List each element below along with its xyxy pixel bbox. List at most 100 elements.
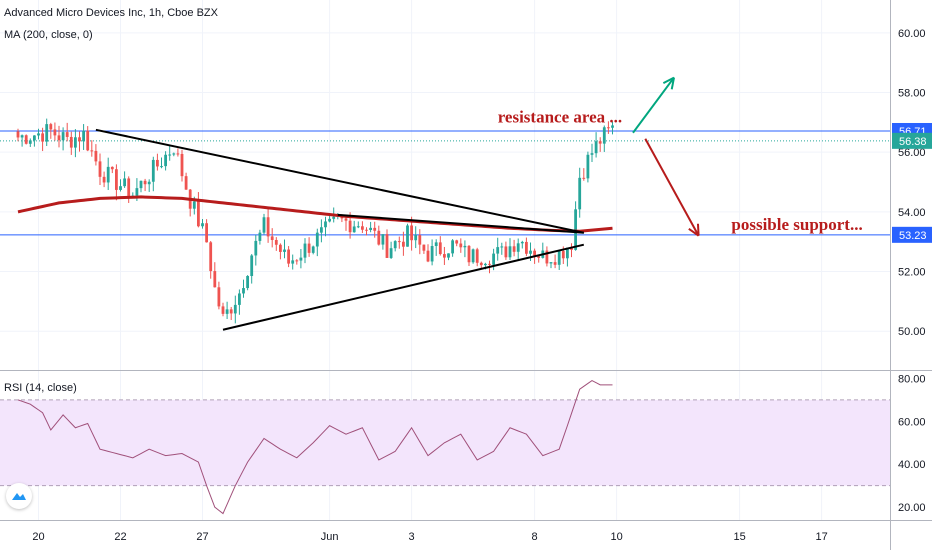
candle (291, 254, 295, 270)
candle-body (164, 154, 167, 167)
candle (512, 239, 516, 257)
candle (123, 171, 126, 188)
rsi-tick-label: 60.00 (898, 416, 926, 428)
candle (115, 164, 118, 201)
candle (102, 171, 106, 188)
candle (455, 239, 459, 247)
candle-body (94, 150, 98, 162)
candle (594, 132, 598, 158)
candle-body (266, 217, 270, 237)
candle-body (582, 177, 586, 179)
candle-body (110, 166, 114, 170)
candle (570, 243, 573, 258)
candle (451, 239, 454, 257)
candle-body (24, 135, 28, 144)
candle-body (311, 246, 315, 253)
candle-body (41, 133, 44, 142)
candle (459, 238, 463, 253)
candle-body (201, 223, 204, 227)
candle-body (369, 227, 372, 230)
candle (49, 122, 53, 139)
candle-body (393, 241, 397, 249)
candle (127, 176, 131, 203)
candle (381, 234, 385, 250)
candle (373, 221, 377, 238)
candle (311, 245, 315, 255)
candle (541, 242, 545, 259)
candle (422, 244, 426, 254)
candle-body (594, 141, 598, 154)
time-tick-label: 15 (733, 531, 745, 543)
candle-body (176, 153, 180, 155)
candle (434, 239, 438, 256)
candle-body (115, 169, 118, 190)
time-tick-label: 22 (114, 531, 126, 543)
candle (315, 228, 319, 257)
tradingview-logo-icon[interactable] (6, 483, 32, 509)
candle-body (287, 249, 290, 264)
candle (176, 148, 180, 157)
candle (37, 128, 40, 140)
candle-body (525, 241, 528, 254)
price-tick-label: 50.00 (898, 326, 926, 338)
candle-body (545, 250, 549, 264)
candle (430, 239, 434, 266)
candle (602, 125, 606, 152)
candle-body (402, 241, 405, 247)
candle-body (447, 253, 450, 258)
time-tick-label: 17 (815, 531, 827, 543)
candle-body (389, 248, 393, 258)
candle (41, 127, 44, 152)
candle (266, 207, 270, 243)
candle-body (45, 124, 49, 142)
rsi-indicator-label: RSI (14, close) (4, 382, 77, 394)
candle-body (53, 129, 57, 136)
candle-body (586, 154, 590, 179)
bullish-arrow-head (670, 77, 675, 90)
candle-body (430, 246, 434, 262)
candle-body (467, 245, 471, 263)
candle (356, 221, 360, 229)
candle-body (233, 304, 237, 314)
candle-body (221, 306, 225, 314)
candle (385, 229, 389, 258)
candle-body (484, 263, 487, 266)
candle-body (98, 161, 102, 177)
candle (508, 238, 512, 260)
candle-body (151, 159, 155, 182)
candle (233, 295, 237, 324)
candle-body (274, 239, 278, 245)
candle (607, 121, 610, 134)
candle (590, 143, 594, 162)
price-badge-label: 53.23 (899, 230, 927, 242)
candle-body (262, 217, 266, 233)
candle (283, 239, 286, 259)
candle-body (65, 132, 69, 137)
candle-body (418, 235, 422, 245)
candle (110, 166, 114, 174)
candle-body (607, 127, 610, 129)
rsi-tick-label: 80.00 (898, 373, 926, 385)
candle-body (205, 223, 208, 243)
candle-body (242, 288, 245, 294)
candle (168, 145, 172, 161)
candle (611, 121, 614, 135)
candle (566, 247, 569, 267)
candle (151, 156, 155, 192)
candle-body (537, 256, 541, 258)
candle (418, 229, 422, 255)
candle-body (397, 241, 401, 243)
candle-body (180, 153, 184, 177)
bullish-arrow-head (662, 76, 675, 85)
price-tick-label: 52.00 (898, 267, 926, 279)
candle (98, 153, 102, 186)
candle-body (533, 250, 536, 257)
candle (287, 246, 290, 268)
candle-body (61, 132, 65, 141)
candle (147, 179, 151, 192)
candle-body (566, 247, 569, 259)
candle-body (217, 287, 221, 307)
candle-body (90, 150, 94, 152)
candle (78, 131, 81, 152)
